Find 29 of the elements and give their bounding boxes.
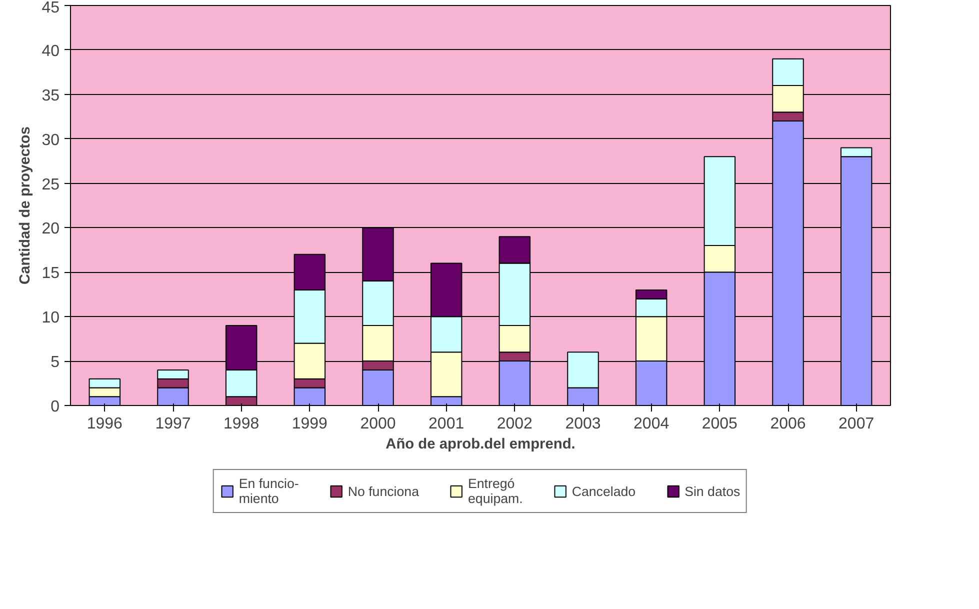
x-tick-label: 1997 bbox=[155, 416, 191, 432]
x-tick-label: 2003 bbox=[565, 416, 601, 432]
x-tick-label: 2007 bbox=[838, 416, 874, 432]
x-tick-label: 2001 bbox=[428, 416, 464, 432]
y-tick-label: 10 bbox=[42, 310, 60, 327]
y-tick-label: 35 bbox=[42, 87, 60, 104]
y-tick-label: 40 bbox=[42, 42, 60, 60]
y-tick-label: 5 bbox=[50, 354, 60, 372]
legend-label: Entregó equipam. bbox=[468, 476, 523, 506]
legend-label: Sin datos bbox=[684, 484, 740, 498]
legend-label: No funciona bbox=[348, 484, 419, 498]
y-tick-label: 20 bbox=[42, 220, 60, 238]
y-tick-label: 30 bbox=[42, 132, 60, 149]
y-tick-label: 45 bbox=[42, 0, 60, 16]
x-tick-label: 2004 bbox=[634, 416, 670, 432]
y-tick-label: 0 bbox=[50, 398, 60, 416]
x-axis-title: Año de aprob.del emprend. bbox=[386, 436, 576, 452]
x-tick-label: 1999 bbox=[292, 416, 328, 432]
y-tick-label: 25 bbox=[42, 176, 60, 194]
y-tick-label: 15 bbox=[42, 265, 60, 282]
x-tick-label: 1996 bbox=[86, 416, 123, 432]
legend-label: En funcio- miento bbox=[238, 476, 299, 506]
x-tick-label: 2006 bbox=[770, 416, 806, 432]
x-tick-label: 2002 bbox=[496, 416, 533, 432]
x-tick-label: 2005 bbox=[702, 416, 738, 432]
legend-label: Cancelado bbox=[572, 484, 636, 498]
y-axis-title: Cantidad de proyectos bbox=[18, 126, 34, 284]
x-tick-label: 2000 bbox=[360, 416, 396, 432]
x-tick-label: 1998 bbox=[224, 416, 260, 432]
